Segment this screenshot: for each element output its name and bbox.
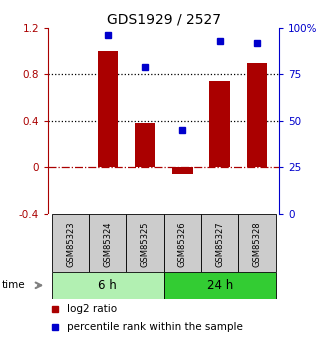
Bar <box>89 214 126 272</box>
Bar <box>98 51 118 167</box>
Bar <box>201 214 238 272</box>
Text: log2 ratio: log2 ratio <box>67 304 117 314</box>
Text: GSM85324: GSM85324 <box>103 221 112 267</box>
Text: time: time <box>2 280 26 290</box>
Text: GSM85328: GSM85328 <box>252 221 261 267</box>
Text: GSM85327: GSM85327 <box>215 221 224 267</box>
Bar <box>52 214 89 272</box>
Bar <box>52 272 164 299</box>
Bar <box>172 167 193 174</box>
Text: GSM85323: GSM85323 <box>66 221 75 267</box>
Bar <box>164 214 201 272</box>
Text: GSM85325: GSM85325 <box>141 221 150 267</box>
Bar <box>164 272 275 299</box>
Bar <box>247 62 267 167</box>
Text: percentile rank within the sample: percentile rank within the sample <box>67 322 242 332</box>
Bar <box>238 214 275 272</box>
Title: GDS1929 / 2527: GDS1929 / 2527 <box>107 12 221 27</box>
Text: 6 h: 6 h <box>99 279 117 292</box>
Text: GSM85326: GSM85326 <box>178 221 187 267</box>
Bar <box>126 214 164 272</box>
Bar <box>135 123 155 167</box>
Text: 24 h: 24 h <box>206 279 233 292</box>
Bar <box>209 81 230 167</box>
